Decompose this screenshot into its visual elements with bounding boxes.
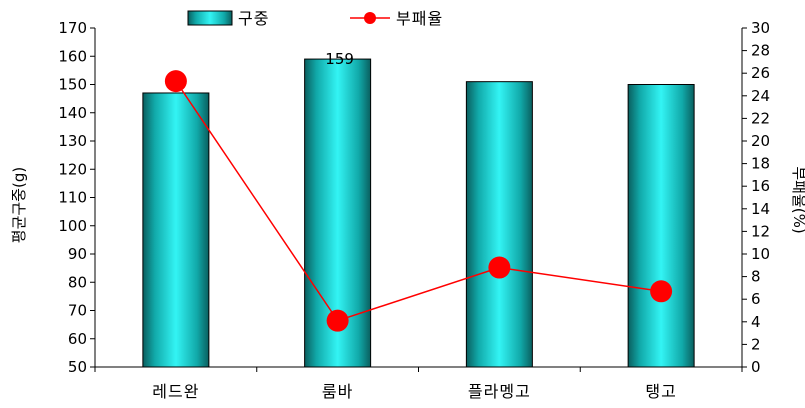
right-tick-label: 2 bbox=[751, 335, 761, 353]
left-tick-label: 90 bbox=[68, 245, 87, 263]
right-tick-label: 22 bbox=[751, 109, 770, 127]
x-tick-label: 플라멩고 bbox=[468, 382, 531, 401]
legend-bar-label: 구중 bbox=[238, 9, 269, 28]
left-tick-label: 80 bbox=[68, 273, 87, 291]
right-tick-label: 14 bbox=[751, 200, 770, 218]
legend-line-marker bbox=[364, 12, 376, 24]
x-tick-label: 탱고 bbox=[645, 382, 676, 401]
line-point-4 bbox=[650, 280, 673, 303]
right-tick-label: 12 bbox=[751, 222, 770, 240]
left-tick-label: 50 bbox=[68, 358, 87, 376]
right-tick-label: 6 bbox=[751, 290, 761, 308]
left-tick-label: 160 bbox=[58, 47, 87, 65]
left-axis-title: 평균구중(g) bbox=[10, 167, 28, 243]
data-label-1: 159 bbox=[325, 50, 354, 68]
legend-bar-swatch bbox=[187, 10, 233, 26]
left-tick-label: 120 bbox=[58, 160, 87, 178]
right-tick-label: 18 bbox=[751, 155, 770, 173]
x-tick-label: 레드완 bbox=[152, 382, 199, 401]
left-tick-label: 150 bbox=[58, 76, 87, 94]
left-tick-label: 130 bbox=[58, 132, 87, 150]
legend-line-label: 부패율 bbox=[396, 9, 443, 28]
legend: 구중 부패율 bbox=[187, 9, 443, 28]
right-tick-label: 8 bbox=[751, 268, 761, 286]
left-tick-label: 140 bbox=[58, 104, 87, 122]
left-tick-label: 60 bbox=[68, 330, 87, 348]
right-tick-label: 20 bbox=[751, 132, 770, 150]
left-tick-label: 70 bbox=[68, 302, 87, 320]
right-tick-label: 10 bbox=[751, 245, 770, 263]
right-tick-label: 30 bbox=[751, 19, 770, 37]
right-tick-label: 28 bbox=[751, 42, 770, 60]
bar-series: 159 bbox=[142, 50, 695, 368]
line-path bbox=[175, 80, 662, 322]
right-tick-label: 24 bbox=[751, 87, 770, 105]
line-series bbox=[164, 70, 673, 332]
left-tick-label: 170 bbox=[58, 19, 87, 37]
bar-1 bbox=[142, 92, 210, 368]
right-axis-title: 부패율(%) bbox=[790, 166, 805, 233]
x-tick-label: 룸바 bbox=[322, 382, 353, 401]
right-tick-label: 4 bbox=[751, 313, 761, 331]
axes: 5060708090100110120130140150160170024681… bbox=[58, 19, 770, 401]
line-point-3 bbox=[488, 256, 511, 279]
right-tick-label: 26 bbox=[751, 64, 770, 82]
line-point-2 bbox=[326, 309, 349, 332]
left-tick-label: 100 bbox=[58, 217, 87, 235]
line-point-1 bbox=[164, 70, 187, 93]
right-tick-label: 16 bbox=[751, 177, 770, 195]
right-tick-label: 0 bbox=[751, 358, 761, 376]
bar-4 bbox=[627, 84, 695, 368]
left-tick-label: 110 bbox=[58, 189, 87, 207]
bar-3 bbox=[465, 81, 533, 368]
